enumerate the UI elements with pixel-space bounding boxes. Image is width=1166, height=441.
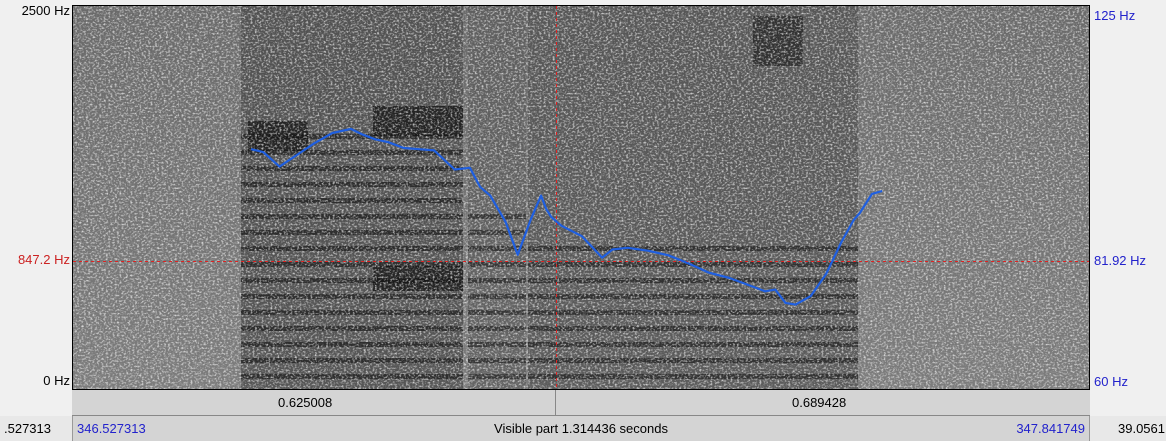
pitch-top-label: 125 Hz: [1094, 8, 1136, 23]
pitch-contour-line: [250, 127, 883, 306]
visible-part-label: Visible part 1.314436 seconds: [494, 421, 668, 436]
start-time: 346.527313: [77, 421, 146, 436]
status-far-left: .527313: [4, 421, 51, 436]
cursor-divider: [555, 390, 556, 416]
freq-cursor-label: 847.2 Hz: [17, 252, 70, 267]
time-left-value: 0.625008: [278, 395, 333, 410]
spectrogram-panel[interactable]: [72, 5, 1090, 390]
freq-top-label: 2500 Hz: [21, 3, 70, 18]
spectrogram-svg: [73, 6, 1089, 389]
status-bar: .527313 346.527313 Visible part 1.314436…: [0, 416, 1166, 441]
freq-bottom-label: 0 Hz: [43, 373, 70, 388]
spectrogram-speckle: [73, 6, 1089, 389]
pitch-cursor-label: 81.92 Hz: [1094, 253, 1147, 268]
frequency-axis: 2500 Hz 847.2 Hz 0 Hz: [0, 0, 72, 390]
pitch-axis: 125 Hz 81.92 Hz 60 Hz: [1090, 0, 1166, 390]
visible-part-bar[interactable]: 346.527313 Visible part 1.314436 seconds…: [72, 416, 1090, 441]
time-selection-bar[interactable]: 0.625008 0.689428: [72, 390, 1090, 416]
time-right-value: 0.689428: [792, 395, 847, 410]
status-far-right: 39.0561: [1118, 421, 1165, 436]
end-time: 347.841749: [1016, 421, 1085, 436]
pitch-bottom-label: 60 Hz: [1094, 374, 1128, 389]
